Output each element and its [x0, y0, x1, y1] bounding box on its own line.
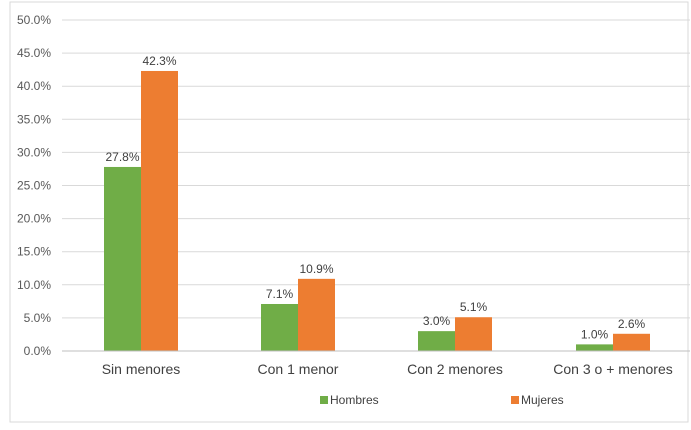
y-tick-label: 5.0% — [24, 311, 52, 325]
legend-swatch-hombres — [320, 396, 328, 404]
bars — [104, 70, 650, 351]
data-label-hombres-1: 7.1% — [266, 287, 294, 301]
y-tick-label: 15.0% — [17, 245, 51, 259]
y-tick-label: 20.0% — [17, 212, 51, 226]
y-tick-label: 50.0% — [17, 13, 51, 27]
data-label-mujeres-2: 5.1% — [460, 300, 488, 314]
bar-mujeres-1 — [298, 278, 335, 351]
data-label-hombres-3: 1.0% — [581, 327, 609, 341]
bar-mujeres-3 — [613, 333, 650, 351]
bar-hombres-1 — [261, 303, 298, 351]
bar-hombres-0 — [104, 166, 141, 351]
x-axis-categories: Sin menores Con 1 menor Con 2 menores Con 3… — [102, 361, 673, 377]
y-axis-ticks: 0.0% 5.0% 10.0% 15.0% 20.0% 25.0% 30.0% 35.0% 40… — [17, 13, 51, 358]
y-tick-label: 0.0% — [24, 344, 52, 358]
legend-label-mujeres: Mujeres — [521, 393, 564, 407]
data-label-hombres-0: 27.8% — [105, 150, 139, 164]
data-label-mujeres-1: 10.9% — [299, 262, 333, 276]
y-tick-label: 35.0% — [17, 112, 51, 126]
y-tick-label: 30.0% — [17, 145, 51, 159]
y-tick-label: 40.0% — [17, 79, 51, 93]
x-category-label: Con 2 menores — [407, 361, 503, 377]
x-category-label: Con 1 menor — [258, 361, 339, 377]
data-label-hombres-2: 3.0% — [423, 314, 451, 328]
y-tick-label: 25.0% — [17, 179, 51, 193]
y-tick-label: 45.0% — [17, 46, 51, 60]
y-tick-label: 10.0% — [17, 278, 51, 292]
bar-hombres-3 — [576, 344, 613, 351]
bar-mujeres-2 — [455, 317, 492, 351]
legend-swatch-mujeres — [511, 396, 519, 404]
x-category-label: Sin menores — [102, 361, 181, 377]
bar-mujeres-0 — [141, 70, 178, 351]
data-label-mujeres-3: 2.6% — [618, 317, 646, 331]
bar-hombres-2 — [418, 331, 455, 351]
data-labels: 27.8% 7.1% 3.0% 1.0% 42.3% 10.9% 5.1% 2.6% — [105, 54, 645, 341]
legend: Hombres Mujeres — [320, 393, 564, 407]
legend-label-hombres: Hombres — [330, 393, 379, 407]
data-label-mujeres-0: 42.3% — [142, 54, 176, 68]
x-category-label: Con 3 o + menores — [553, 361, 672, 377]
